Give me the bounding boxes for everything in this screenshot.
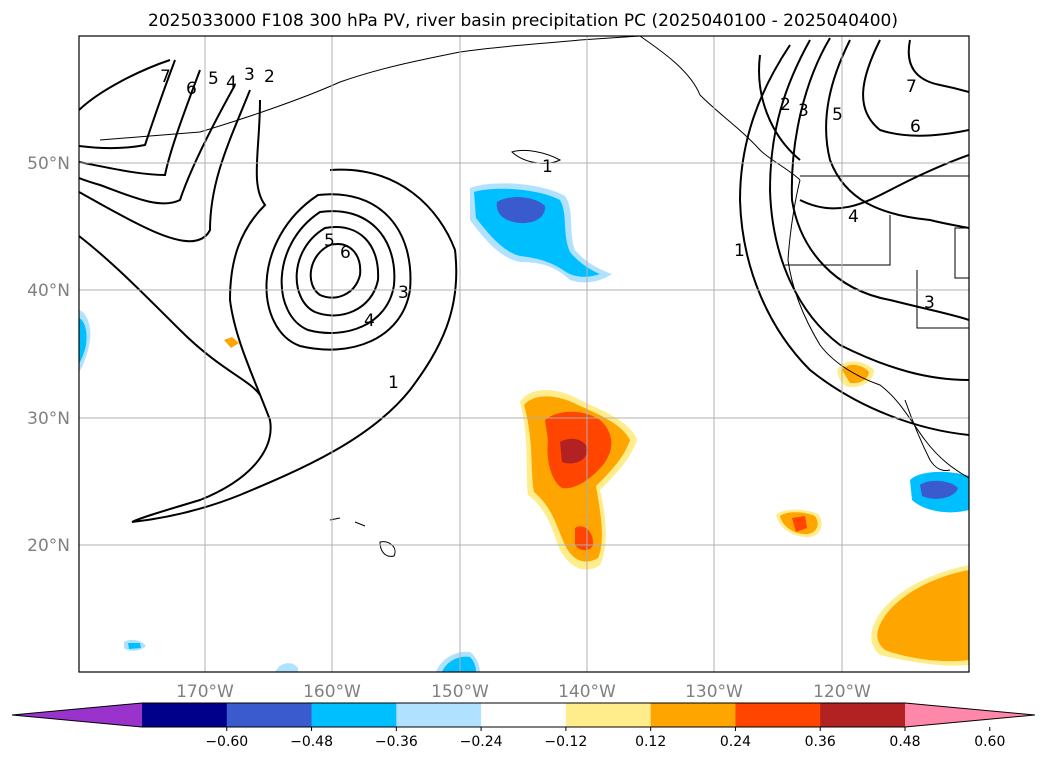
lat-label: 30°N — [27, 409, 70, 429]
contour-label: 1 — [388, 373, 399, 393]
contour-label: 5 — [324, 231, 335, 251]
contour-label: 7 — [160, 67, 171, 87]
contour-label: 4 — [364, 311, 375, 331]
contour-label: 3 — [244, 65, 255, 85]
colorbar-outline — [11, 702, 1036, 728]
colorbar-tick-label: −0.48 — [290, 734, 333, 750]
map-title: 2025033000 F108 300 hPa PV, river basin … — [148, 11, 898, 31]
colorbar-tick-label: −0.12 — [544, 734, 587, 750]
colorbar-tick-label: −0.24 — [460, 734, 503, 750]
contour-label: 3 — [798, 101, 809, 121]
lon-label: 150°W — [431, 682, 489, 702]
contour-label: 5 — [832, 105, 843, 125]
colorbar-segment — [481, 703, 567, 727]
colorbar-segment — [565, 703, 652, 727]
map-panel: 7 6 5 4 3 2 5 6 3 4 1 1 2 3 5 7 6 4 1 3 — [78, 35, 970, 673]
contour-label: 1 — [734, 241, 745, 261]
contour-label: 2 — [780, 95, 791, 115]
contour-label: 5 — [208, 69, 219, 89]
lon-label: 170°W — [176, 682, 234, 702]
colorbar-tick-label: 0.24 — [720, 734, 751, 750]
lon-label: 140°W — [558, 682, 616, 702]
contour-label: 3 — [924, 293, 935, 313]
colorbar-tick-label: −0.60 — [205, 734, 248, 750]
lon-label: 160°W — [303, 682, 361, 702]
colorbar-tick-label: 0.48 — [889, 734, 920, 750]
pv-contours — [79, 37, 969, 523]
lat-label: 50°N — [27, 154, 70, 174]
contour-label: 3 — [398, 283, 409, 303]
colorbar-segment — [820, 703, 906, 727]
precip-shading — [79, 183, 969, 672]
colorbar-extend-max — [905, 703, 1035, 727]
contour-label: 6 — [910, 117, 921, 137]
latitude-labels: 50°N 40°N 30°N 20°N — [27, 154, 70, 556]
contour-label: 1 — [542, 157, 553, 177]
contour-label: 6 — [340, 243, 351, 263]
colorbar-tick-label: −0.36 — [375, 734, 418, 750]
contour-label: 4 — [848, 207, 859, 227]
longitude-labels: 170°W 160°W 150°W 140°W 130°W 120°W — [176, 682, 871, 702]
lat-label: 40°N — [27, 281, 70, 301]
colorbar-extend-min — [12, 703, 142, 727]
colorbar-tick-label: 0.60 — [974, 734, 1005, 750]
contour-label: 2 — [264, 67, 275, 87]
contour-label: 4 — [226, 73, 237, 93]
colorbar-tick-label: 0.36 — [805, 734, 836, 750]
contour-labels: 7 6 5 4 3 2 5 6 3 4 1 1 2 3 5 7 6 4 1 3 — [160, 65, 935, 393]
colorbar-segment — [396, 703, 482, 727]
colorbar-segment — [735, 703, 821, 727]
colorbar: −0.60 −0.48 −0.36 −0.24 −0.12 0.12 0.24 0.36 0.4… — [11, 702, 1036, 750]
colorbar-segment — [311, 703, 397, 727]
graticule — [79, 36, 969, 672]
colorbar-tick-label: 0.12 — [635, 734, 666, 750]
lon-label: 130°W — [685, 682, 743, 702]
colorbar-segment — [650, 703, 736, 727]
colorbar-segment — [142, 703, 228, 727]
lon-label: 120°W — [813, 682, 871, 702]
colorbar-segment — [226, 703, 313, 727]
lat-label: 20°N — [27, 536, 70, 556]
contour-label: 7 — [906, 77, 917, 97]
contour-label: 6 — [186, 79, 197, 99]
